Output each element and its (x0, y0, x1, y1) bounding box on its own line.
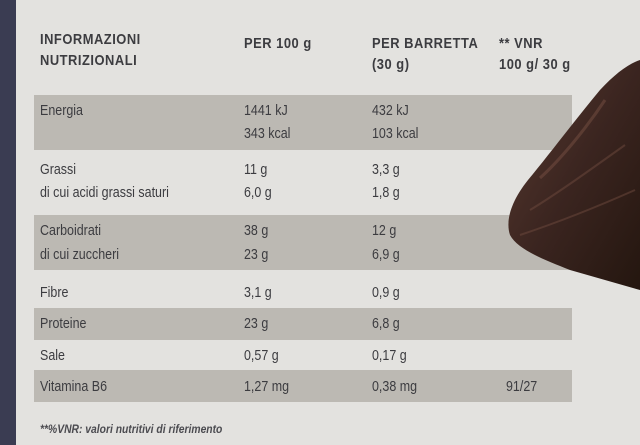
value-carboidrati-bar: 12 g (372, 223, 397, 239)
label-grassi: Grassi (40, 162, 77, 178)
header-per-barretta-weight: (30 g) (372, 56, 410, 73)
value-sale-bar: 0,17 g (372, 348, 407, 364)
title-line2: NUTRIZIONALI (40, 52, 138, 69)
label-sale: Sale (40, 348, 65, 364)
value-vitamina-bar: 0,38 mg (372, 379, 418, 395)
label-vitamina-b6: Vitamina B6 (40, 379, 108, 395)
value-energia-bar-kcal: 103 kcal (372, 126, 419, 142)
header-per-barretta: PER BARRETTA (372, 35, 479, 52)
label-energia: Energia (40, 103, 83, 119)
label-grassi-saturi: di cui acidi grassi saturi (40, 185, 169, 201)
value-zuccheri-bar: 6,9 g (372, 247, 400, 263)
row-band-proteine (34, 308, 572, 340)
value-carboidrati-per100: 38 g (244, 223, 269, 239)
row-band-vitamina (34, 370, 572, 402)
value-zuccheri-per100: 23 g (244, 247, 269, 263)
row-band-energia (34, 95, 572, 150)
value-fibre-per100: 3,1 g (244, 285, 272, 301)
value-vitamina-per100: 1,27 mg (244, 379, 290, 395)
label-carboidrati: Carboidrati (40, 223, 101, 239)
value-proteine-bar: 6,8 g (372, 316, 400, 332)
value-grassi-saturi-bar: 1,8 g (372, 185, 400, 201)
value-grassi-saturi-per100: 6,0 g (244, 185, 272, 201)
value-grassi-bar: 3,3 g (372, 162, 400, 178)
chocolate-bar-image (508, 60, 640, 290)
header-vnr: ** VNR (499, 35, 543, 52)
row-band-carboidrati (34, 215, 572, 270)
value-energia-per100-kcal: 343 kcal (244, 126, 291, 142)
label-proteine: Proteine (40, 316, 87, 332)
label-zuccheri: di cui zuccheri (40, 247, 120, 263)
value-proteine-per100: 23 g (244, 316, 269, 332)
footnote: **%VNR: valori nutritivi di riferimento (40, 422, 223, 436)
value-sale-per100: 0,57 g (244, 348, 279, 364)
label-fibre: Fibre (40, 285, 69, 301)
value-vitamina-vnr: 91/27 (506, 379, 538, 395)
value-energia-per100-kj: 1441 kJ (244, 103, 288, 119)
value-energia-bar-kj: 432 kJ (372, 103, 409, 119)
value-grassi-per100: 11 g (244, 162, 268, 178)
header-vnr-ratio: 100 g/ 30 g (499, 56, 571, 73)
title-line1: INFORMAZIONI (40, 31, 141, 48)
header-per100: PER 100 g (244, 35, 312, 52)
value-fibre-bar: 0,9 g (372, 285, 400, 301)
